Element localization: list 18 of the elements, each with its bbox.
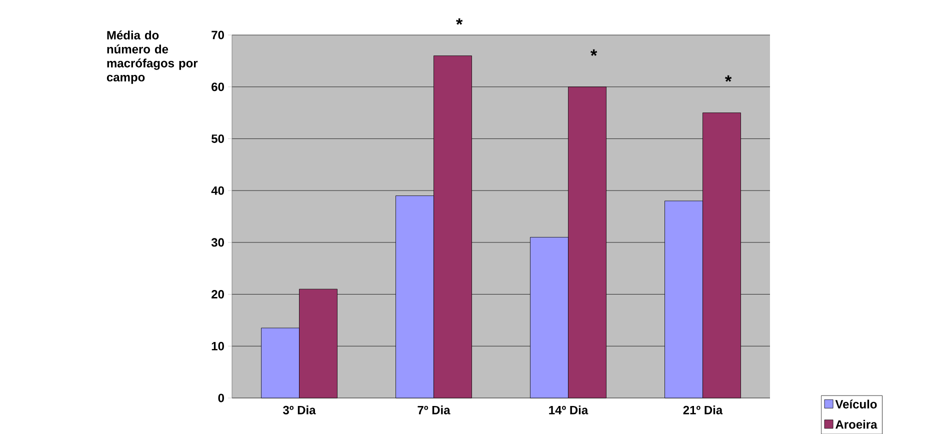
legend-label: Aroeira: [836, 420, 878, 429]
y-tick-label: 40: [211, 186, 224, 195]
x-tick-label: 3º Dia: [283, 406, 316, 414]
y-tick-label: 30: [211, 238, 224, 247]
y-axis-title: Média do número de macrófagos por campo: [106, 30, 198, 84]
y-tick-label: 60: [212, 82, 224, 92]
y-tick-label: 50: [212, 134, 224, 143]
annotation: *: [724, 75, 732, 82]
x-tick-label: 7º Dia: [418, 406, 450, 414]
annotation: *: [456, 18, 463, 25]
x-tick-label: 21º Dia: [683, 406, 723, 414]
y-tick-label: 0: [218, 394, 224, 402]
y-tick-label: 10: [212, 342, 224, 350]
y-tick-label: 20: [212, 290, 224, 299]
annotation: *: [590, 49, 598, 56]
legend-label: Veículo: [835, 400, 877, 409]
x-tick-label: 14º Dia: [549, 406, 588, 414]
y-tick-label: 70: [212, 30, 224, 40]
